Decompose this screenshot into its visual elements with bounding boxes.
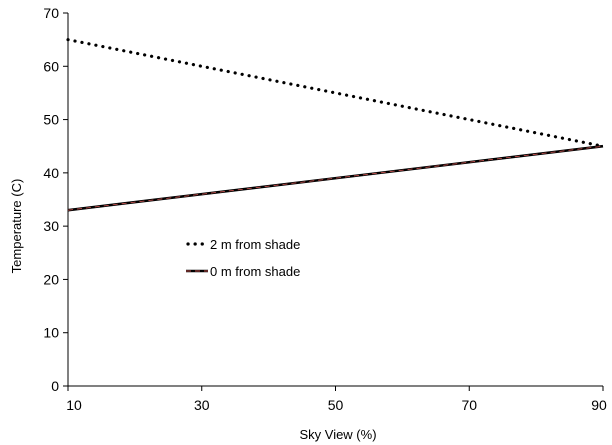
- x-tick-label: 70: [461, 397, 477, 413]
- tick-labels: 0 10 20 30 40 50 60 70 10 30 50 70 90: [43, 5, 607, 413]
- x-tick-label: 90: [591, 397, 607, 413]
- y-axis-title: Temperature (C): [9, 179, 24, 274]
- y-tick-label: 40: [43, 165, 59, 181]
- x-tick-label: 10: [66, 397, 82, 413]
- x-axis-title: Sky View (%): [299, 427, 376, 442]
- y-tick-label: 50: [43, 112, 59, 128]
- y-tick-label: 60: [43, 58, 59, 74]
- x-tick-label: 30: [194, 397, 210, 413]
- series-lines: [66, 38, 605, 212]
- y-tick-label: 30: [43, 218, 59, 234]
- axes: [63, 12, 604, 391]
- y-tick-label: 0: [51, 378, 59, 394]
- y-tick-label: 20: [43, 271, 59, 287]
- y-tick-label: 10: [43, 325, 59, 341]
- x-tick-label: 50: [328, 397, 344, 413]
- legend: 2 m from shade 0 m from shade: [186, 237, 300, 279]
- legend-label: 2 m from shade: [210, 237, 300, 252]
- y-tick-label: 70: [43, 5, 59, 21]
- series-line-2m-from-shade: [66, 38, 605, 148]
- legend-label: 0 m from shade: [210, 264, 300, 279]
- series-line-0m-from-shade: [67, 144, 604, 212]
